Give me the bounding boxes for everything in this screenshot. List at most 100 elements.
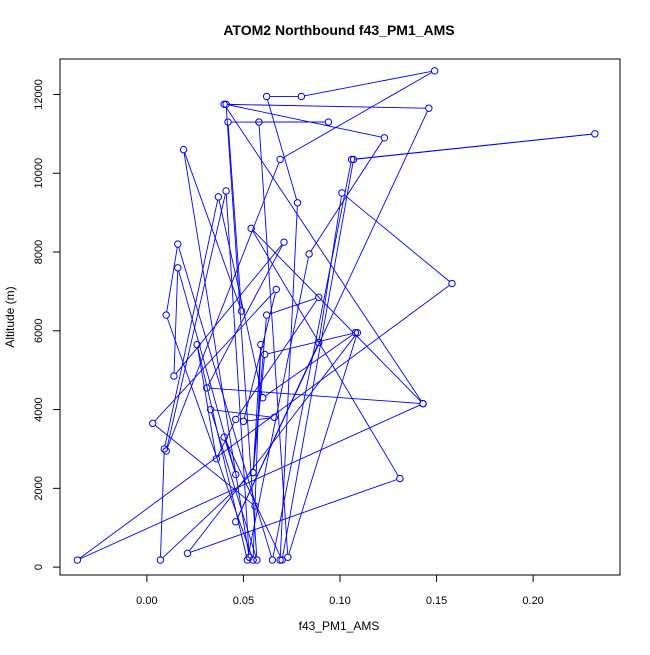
data-point: [232, 470, 240, 479]
data-point: [249, 556, 257, 564]
y-tick-label: 10000: [33, 158, 45, 189]
x-tick-label: 0.15: [426, 595, 447, 607]
series-segment: [236, 345, 318, 519]
data-point: [278, 556, 286, 564]
series-segment: [162, 474, 251, 559]
data-point: [214, 193, 223, 201]
series-segment: [183, 152, 250, 554]
series-segment: [288, 335, 357, 555]
series-segment: [166, 247, 178, 312]
series-segment: [282, 72, 432, 159]
data-point: [247, 224, 255, 233]
data-point: [347, 155, 356, 164]
data-point: [353, 329, 362, 337]
x-tick-label: 0.20: [522, 595, 543, 607]
series-segment: [207, 244, 283, 386]
y-axis: 0 2000 4000 6000 8000 10000 12000: [33, 79, 61, 570]
series-segment: [225, 106, 422, 402]
series-segment: [310, 140, 383, 252]
data-point: [251, 502, 259, 510]
data-point: [260, 350, 269, 359]
data-point: [179, 145, 188, 154]
x-axis: 0.00 0.05 0.10 0.15 0.20: [136, 574, 544, 607]
y-tick-label: 6000: [33, 319, 45, 343]
series-segment: [154, 291, 275, 422]
data-point: [276, 556, 284, 564]
series-segment: [272, 162, 352, 557]
data-point: [324, 118, 333, 126]
data-point: [206, 405, 215, 414]
data-point: [212, 455, 221, 463]
data-point: [255, 118, 263, 126]
series-segment: [224, 440, 236, 472]
data-series: [73, 67, 599, 564]
series-segment: [173, 271, 179, 373]
series-segment: [210, 387, 420, 404]
series-segment: [225, 194, 250, 554]
data-point: [591, 130, 599, 138]
series-segment: [167, 162, 280, 448]
series-segment: [175, 244, 283, 374]
y-tick-label: 2000: [33, 476, 45, 500]
data-point: [419, 399, 427, 408]
series-segment: [227, 125, 242, 308]
series-segment: [354, 133, 592, 160]
data-point: [284, 553, 292, 561]
data-point: [220, 433, 228, 441]
data-point: [272, 285, 280, 294]
series-segment: [237, 299, 318, 417]
data-point: [257, 340, 265, 349]
data-point: [305, 250, 313, 258]
series-segment: [178, 247, 272, 557]
data-point: [425, 104, 433, 112]
series-segment: [218, 200, 263, 395]
series-segment: [225, 107, 258, 557]
data-point: [162, 311, 170, 319]
data-point: [243, 556, 252, 564]
series-segment: [282, 162, 354, 557]
series-segment: [178, 270, 236, 472]
series-segment: [267, 333, 353, 355]
data-point: [270, 413, 279, 422]
x-tick-label: 0.10: [329, 595, 350, 607]
series-segment: [184, 152, 241, 309]
data-point: [222, 100, 230, 108]
series-segment: [279, 206, 298, 557]
data-point: [222, 187, 230, 195]
data-point: [259, 394, 267, 402]
series-segment: [252, 347, 262, 470]
y-tick-label: 12000: [33, 79, 45, 110]
x-tick-label: 0.00: [136, 595, 157, 607]
data-point: [280, 238, 288, 246]
y-axis-label: Altitude (m): [3, 286, 17, 347]
data-point: [239, 417, 248, 426]
data-point: [448, 279, 456, 288]
series-segment: [246, 417, 272, 422]
data-point: [160, 445, 168, 453]
series-segment: [197, 347, 247, 557]
chart-title: ATOM2 Northbound f43_PM1_AMS: [223, 22, 454, 38]
data-point: [174, 264, 182, 272]
data-point: [349, 155, 358, 164]
data-point: [297, 92, 306, 101]
series-segment: [269, 297, 316, 315]
series-segment: [79, 285, 450, 559]
series-segment: [160, 452, 165, 557]
data-point: [156, 556, 165, 564]
series-segment: [267, 99, 298, 200]
data-point: [232, 518, 240, 526]
series-segment: [166, 318, 253, 557]
y-tick-label: 4000: [33, 397, 45, 421]
data-point: [148, 419, 157, 428]
data-point: [220, 100, 228, 108]
series-segment: [190, 479, 397, 553]
x-tick-label: 0.05: [233, 595, 254, 607]
series-segment: [166, 194, 226, 448]
series-segment: [197, 347, 217, 456]
series-segment: [229, 104, 382, 138]
data-point: [193, 340, 201, 349]
series-segment: [227, 103, 426, 109]
data-point: [249, 468, 257, 477]
